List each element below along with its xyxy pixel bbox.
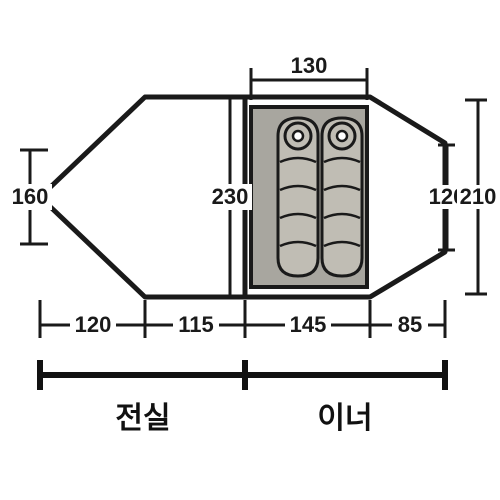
dim-right-outer-height-value: 210 [460, 184, 497, 209]
label-inner: 이너 [317, 402, 372, 435]
dim-bottom-4: 85 [398, 312, 422, 337]
dim-top-inner-width-value: 130 [291, 53, 328, 78]
sleeping-bag-right [322, 118, 362, 276]
dim-right-outer-height: 210 [457, 100, 499, 294]
tent-floorplan-diagram: 130 160 230 120 210 [0, 0, 500, 500]
dim-mid-height-value: 230 [212, 184, 249, 209]
dim-bottom: 120 115 145 85 [40, 300, 445, 338]
dim-left-height-value: 160 [12, 184, 49, 209]
sleeping-bag-left [278, 118, 318, 276]
dim-bottom-2: 115 [178, 312, 214, 337]
label-vestibule: 전실 [115, 402, 170, 435]
dim-bottom-1: 120 [75, 312, 112, 337]
zone-bracket [40, 360, 445, 390]
dim-top-inner-width: 130 [251, 53, 367, 100]
dim-bottom-3: 145 [290, 312, 327, 337]
dim-left-height: 160 [8, 150, 52, 244]
